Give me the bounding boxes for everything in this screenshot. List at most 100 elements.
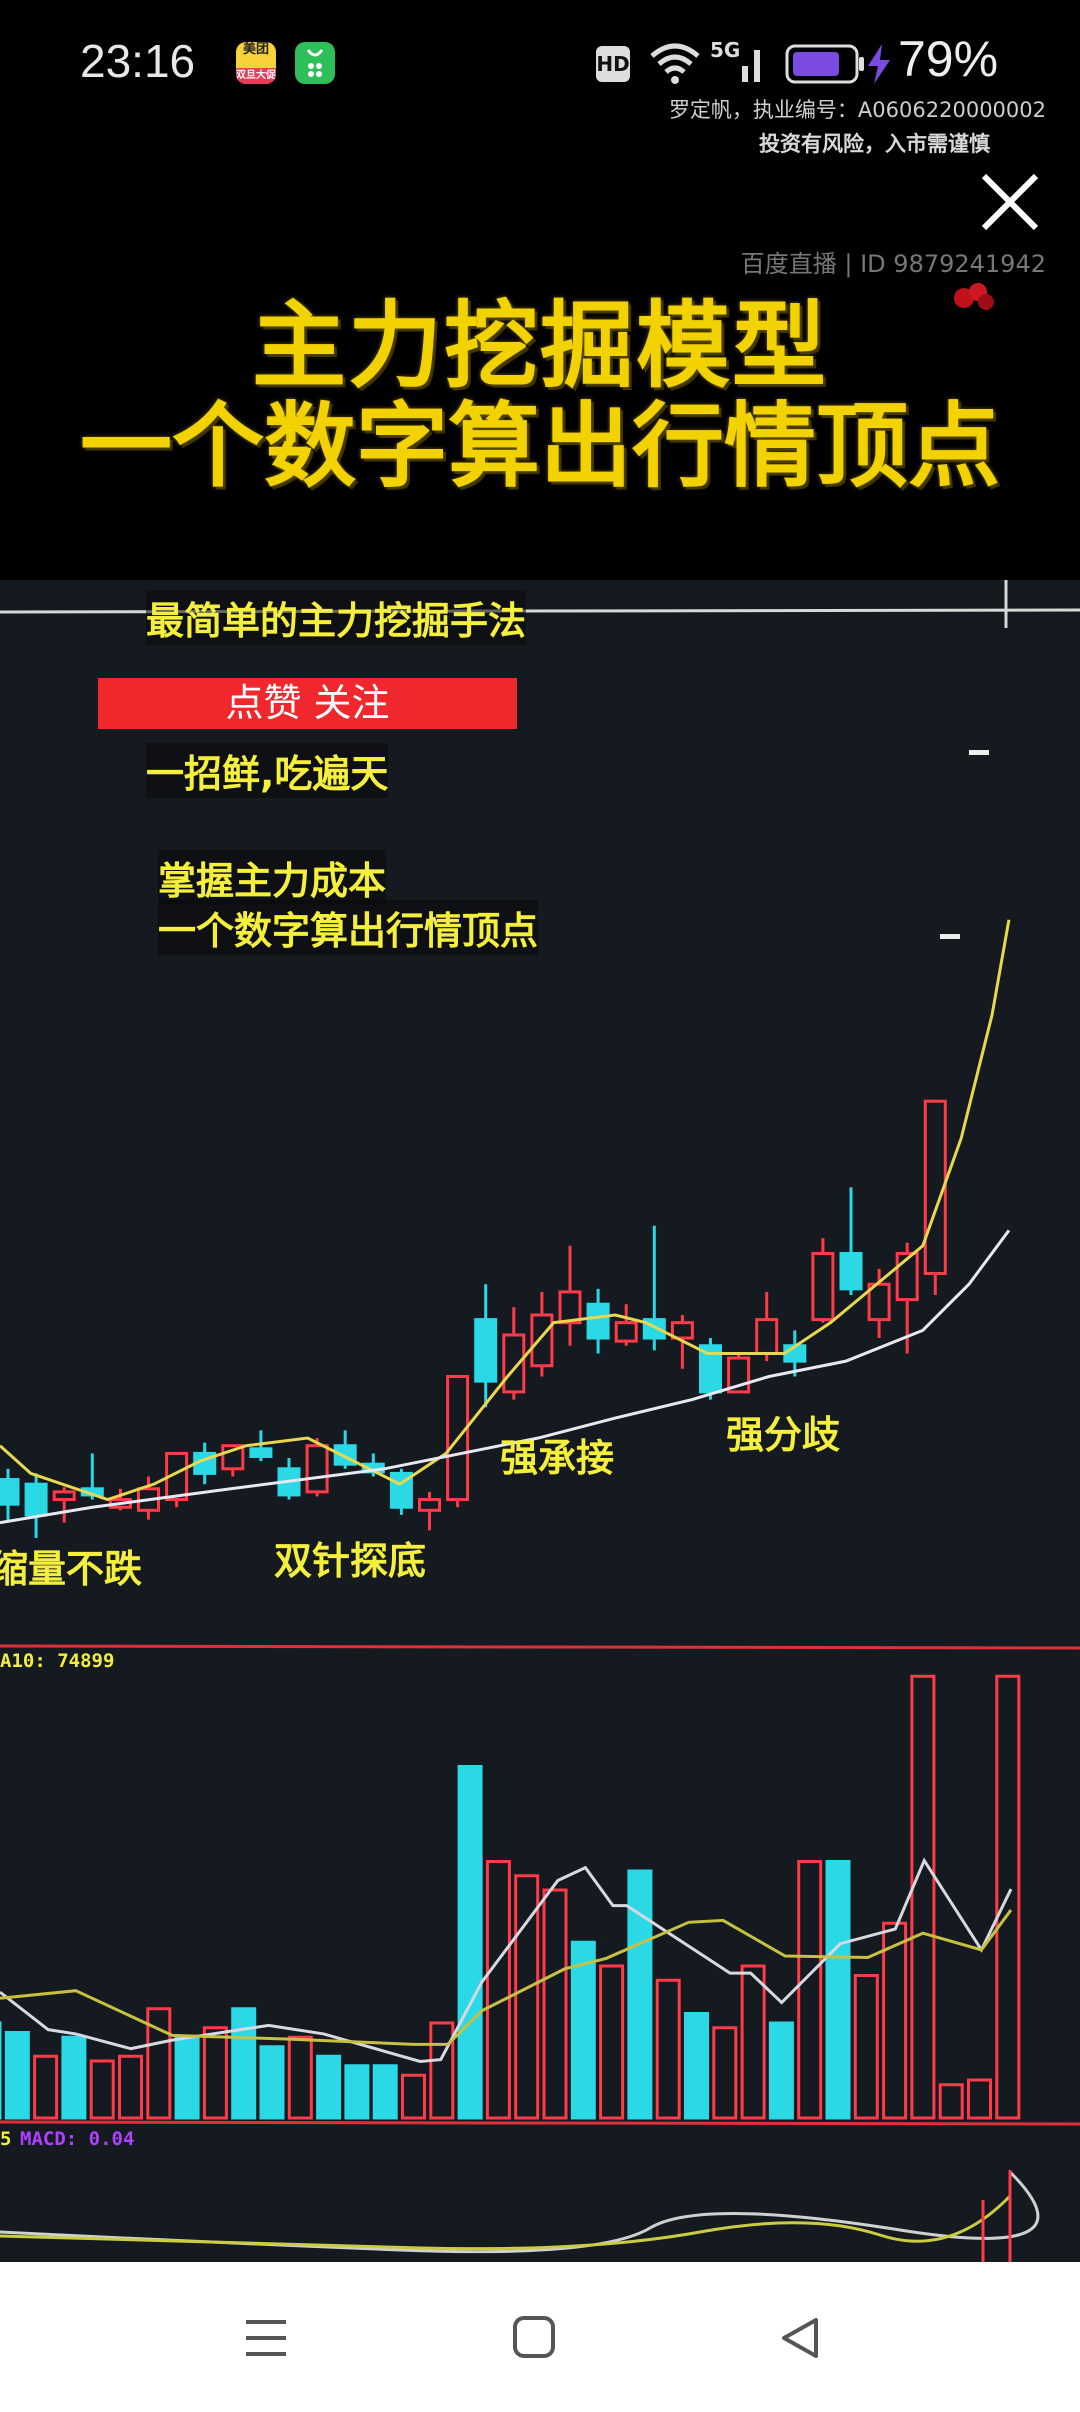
wifi-icon [650,43,700,84]
candle-down [839,1187,863,1295]
candle-down [277,1458,301,1500]
volume-bar [910,1674,936,2120]
headline-caption: 最简单的主力挖掘手法 [146,590,527,645]
volume-bar [118,2054,143,2120]
volume-bar [797,1860,823,2120]
home-square-icon [513,2316,555,2358]
volume-bar [570,1940,596,2120]
candle-up [867,1268,891,1339]
battery-percent: 79% [898,31,999,87]
volume-bar [89,2059,115,2120]
volume-ma-fast-line [0,1857,1013,2063]
annotation-label: 双针探底 [274,1539,427,1583]
candle-down [333,1430,357,1469]
candle-up [418,1491,441,1531]
volume-bar [401,2073,426,2120]
volume-bar [372,2064,398,2120]
candle-down [389,1468,413,1515]
candle-down [249,1430,273,1462]
macd-label: MACD: 0.04 [20,2128,135,2150]
decorative-flower-icon [954,283,994,310]
back-triangle-icon [782,2318,818,2358]
volume-bar [712,2026,738,2120]
battery-icon [785,44,864,84]
navigation-bar [0,2262,1080,2412]
charging-bolt-icon [868,44,890,84]
volume-bar [882,1921,908,2120]
home-button[interactable] [504,2310,564,2366]
volume-bar [344,2064,370,2120]
close-button[interactable] [978,170,1042,234]
candle-up [895,1242,919,1354]
green-app-icon [295,42,335,84]
volume-bar [485,1860,511,2120]
volume-bar [514,1874,540,2120]
risk-disclaimer: 投资有风险，入市需谨慎 [759,132,990,156]
volume-bar [429,2021,455,2120]
status-time: 23:16 [80,35,196,87]
ma-short-line [0,919,1011,1502]
license-overlay: 罗定帆，执业编号：A0606220000002 [668,98,1046,122]
volume-bar [684,2012,709,2120]
volume-bar [995,1674,1021,2120]
candle-down [0,1468,20,1523]
volume-bar [825,1860,851,2120]
candle-up [530,1291,554,1377]
candle-up [165,1451,189,1508]
candle-up [811,1238,835,1323]
meituan-app-icon: 美团 双旦大促 [236,42,276,84]
candle-up [755,1291,779,1362]
ma-long-line [0,1229,1011,1525]
candle-down [699,1338,722,1400]
volume-bar [853,1974,879,2120]
volume-bar [287,2035,313,2120]
stock-chart [0,580,1080,2262]
network-type: 5G [710,38,741,62]
candle-up [923,1099,947,1295]
price-marker [940,934,960,939]
macd-panel-divider [0,2120,1080,2126]
volume-panel-divider [0,1644,1080,1650]
signal-icon [742,50,760,82]
app-icon-label: 美团 [242,42,269,57]
candle-up [502,1307,526,1400]
volume-bar [542,1888,568,2120]
volume-bar [740,1964,766,2120]
candle-down [586,1288,610,1354]
candle-up [558,1245,582,1346]
volume-bar [627,1869,653,2120]
video-title-line1: 主力挖掘模型 [251,292,828,401]
watermark: 百度直播 | ID 9879241942 [740,250,1046,278]
back-button[interactable] [770,2310,830,2366]
volume-bar [967,2078,992,2120]
volume-ma-label: A10: 74899 [0,1650,115,1672]
hd-voice-icon: HD [596,46,630,82]
caption-line3: 掌握主力成本 [158,850,387,905]
slogan-caption: 一招鲜,吃遍天 [146,743,389,798]
recent-apps-button[interactable] [236,2310,296,2366]
volume-bar [938,2083,964,2120]
video-player[interactable]: 最简单的主力挖掘手法 点赞 关注 一招鲜,吃遍天 掌握主力成本 一个数字算出行情… [0,580,1080,2262]
close-icon [981,173,1039,231]
volume-bar [4,2031,30,2120]
macd-lines [0,2170,1040,2262]
candle-up [305,1438,329,1497]
annotation-label: 强承接 [500,1436,615,1480]
volume-bar [202,2026,228,2120]
menu-icon [246,2320,286,2356]
candle-up [446,1375,470,1508]
volume-bar [146,2007,172,2120]
candle-down [24,1473,48,1538]
volume-bar [259,2045,285,2120]
volume-bar [457,1765,483,2120]
volume-bar [599,1964,625,2120]
volume-bar [33,2054,59,2120]
volume-ma-slow-line [0,1909,1013,2046]
caption-line4: 一个数字算出行情顶点 [158,900,539,955]
annotation-label: 强分歧 [726,1413,841,1457]
volume-bar [174,2035,200,2120]
like-follow-banner: 点赞 关注 [98,678,517,729]
volume-bar [61,2035,87,2120]
video-title-line2: 一个数字算出行情顶点 [79,393,1000,500]
price-marker [969,750,989,755]
